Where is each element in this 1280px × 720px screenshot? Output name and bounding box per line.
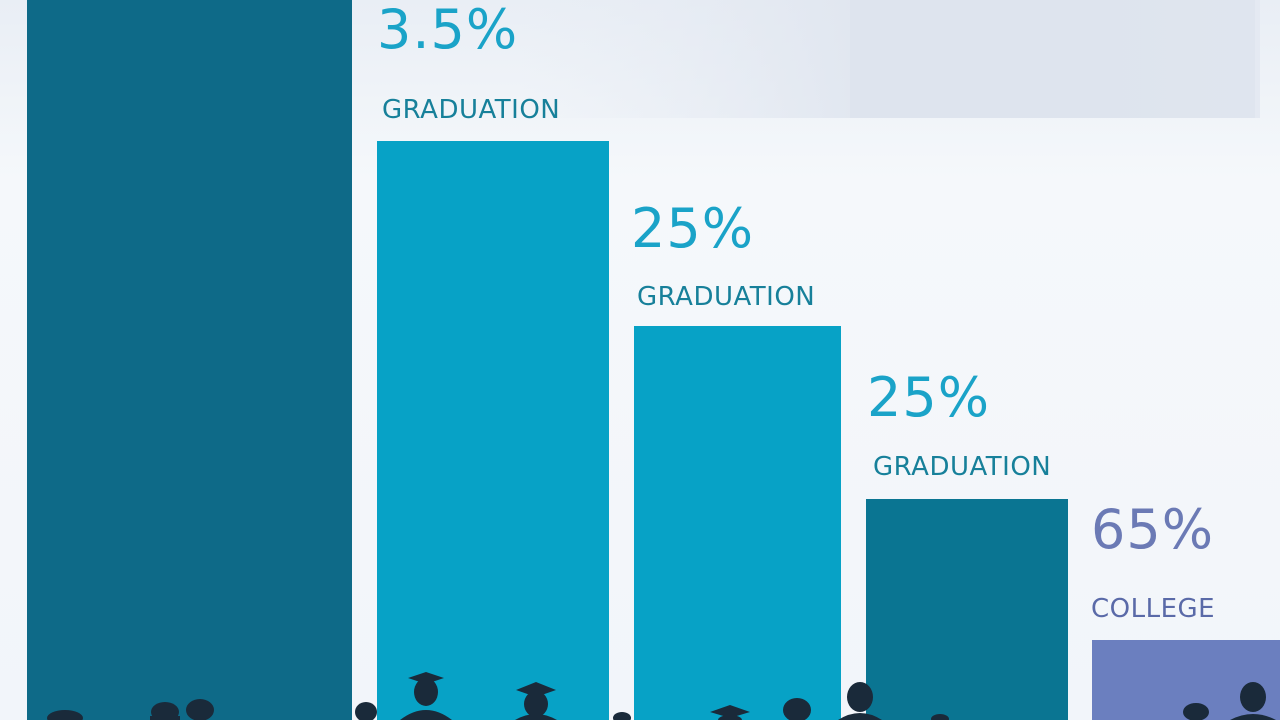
value-label: 25% [631,197,754,260]
graduate-silhouettes [47,672,1276,720]
bar [634,326,841,720]
bar [866,499,1068,720]
background-photo [850,0,1255,118]
value-label: 25% [867,366,990,429]
bar-label: GRADUATION [382,95,560,125]
value-label: 3.5% [377,0,518,61]
value-label: 65% [1091,498,1214,561]
bar-label: GRADUATION [873,452,1051,482]
bar [377,141,609,720]
bar-label: COLLEGE [1091,594,1215,624]
bar [27,0,352,720]
bar-label: GRADUATION [637,282,815,312]
